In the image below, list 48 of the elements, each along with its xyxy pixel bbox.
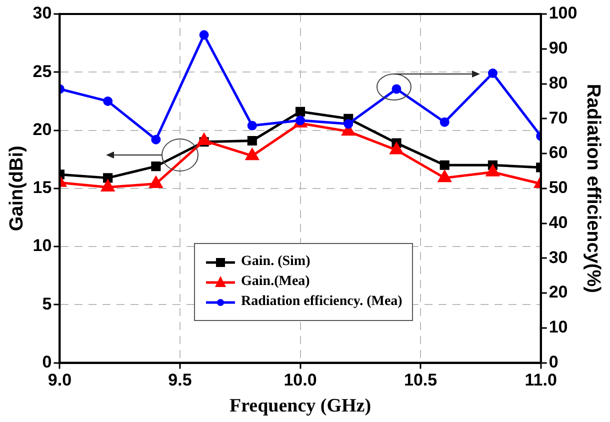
point	[149, 176, 162, 188]
y-tick-label: 30	[32, 4, 52, 23]
x-tick-label: 9.5	[168, 370, 192, 390]
y-tick-label: 20	[32, 120, 52, 139]
y-tick-label: 25	[32, 62, 52, 81]
x-tick-label: 10.0	[284, 370, 317, 390]
point	[101, 180, 114, 192]
y2-tick-label: 10	[548, 318, 568, 337]
point	[198, 133, 210, 145]
point	[295, 106, 306, 116]
y2-tick-label: 70	[548, 108, 568, 128]
y2-tick-label: 0	[548, 352, 558, 372]
point	[151, 134, 161, 144]
x-tick-label: 11.0	[524, 370, 557, 390]
point	[247, 120, 257, 130]
legend-label: Gain. (Sim)	[241, 253, 310, 271]
y-tick-label: 15	[32, 178, 52, 198]
point	[103, 173, 113, 183]
y2-tick-label: 90	[548, 38, 568, 58]
y2-axis-title: Radiation efficiency(%)	[582, 84, 604, 293]
y-tick-label: 0	[42, 352, 52, 372]
y-axis-title: Gain(dBi)	[6, 146, 28, 232]
x-axis-title: Frequency (GHz)	[229, 396, 372, 417]
legend-label: Radiation efficiency. (Mea)	[241, 293, 402, 311]
legend-label: Gain.(Mea)	[241, 273, 310, 291]
point	[199, 30, 209, 40]
y2-tick-label: 100	[548, 4, 578, 23]
y2-tick-label: 40	[548, 212, 568, 232]
point	[438, 170, 452, 182]
point	[390, 142, 403, 154]
y-tick-label: 10	[32, 236, 52, 256]
point	[488, 68, 498, 78]
y2-tick-label: 80	[548, 73, 568, 92]
y2-tick-label: 20	[548, 282, 568, 302]
point	[440, 117, 450, 127]
y2-tick-label: 60	[548, 143, 568, 162]
point	[344, 119, 354, 129]
y2-tick-label: 50	[548, 178, 568, 198]
x-tick-label: 9.0	[48, 370, 72, 390]
point	[247, 136, 257, 146]
point	[246, 148, 259, 160]
point	[151, 162, 161, 172]
y2-tick-label: 30	[548, 248, 568, 267]
point	[440, 160, 450, 170]
point	[103, 96, 113, 106]
point	[486, 164, 500, 176]
x-tick-label: 10.5	[404, 370, 438, 390]
y-tick-label: 5	[42, 294, 52, 314]
